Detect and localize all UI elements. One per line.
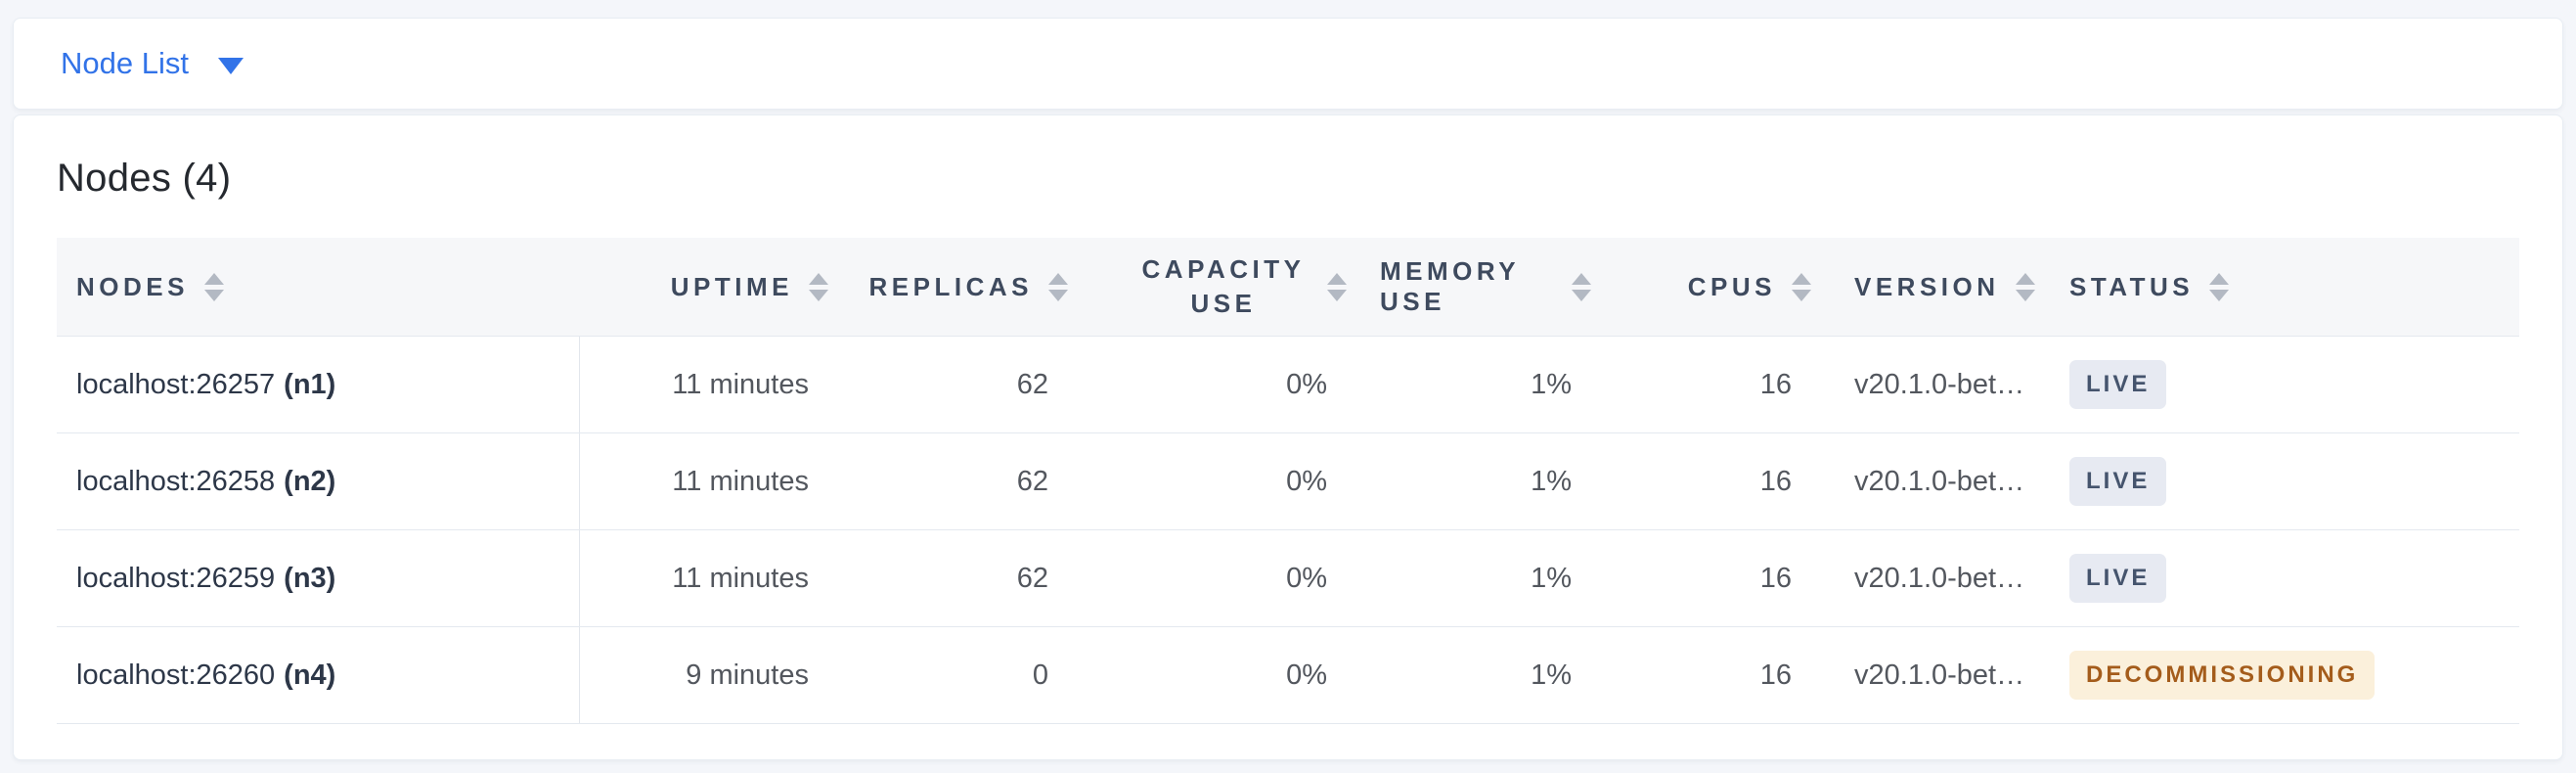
- column-header-cpus[interactable]: CPUS: [1605, 238, 1825, 336]
- sort-icon: [1572, 272, 1591, 301]
- version-cell: v20.1.0-bet…: [1854, 659, 2025, 691]
- nodes-cell[interactable]: localhost:26258 (n2): [57, 433, 580, 529]
- table-row: localhost:26260 (n4) 9 minutes 0 0% 1% 16 v20.1…: [57, 627, 2519, 724]
- column-header-label: CAPACITY USE: [1141, 253, 1306, 318]
- column-header-capacity_use[interactable]: CAPACITY USE: [1082, 238, 1360, 336]
- capacity_use-cell: 0%: [1286, 368, 1327, 400]
- status-cell: LIVE: [2050, 457, 2519, 506]
- cpus-cell: 16: [1759, 368, 1792, 400]
- sort-icon: [1048, 272, 1068, 301]
- column-header-nodes[interactable]: NODES: [57, 238, 580, 336]
- status-badge: DECOMMISSIONING: [2069, 651, 2376, 700]
- uptime-cell: 11 minutes: [672, 562, 809, 594]
- status-cell: DECOMMISSIONING: [2050, 651, 2519, 700]
- memory_use-cell: 1%: [1531, 368, 1572, 400]
- nodes-cell[interactable]: localhost:26260 (n4): [57, 627, 580, 723]
- sort-icon: [2209, 272, 2230, 301]
- replicas-cell: 62: [1016, 562, 1048, 594]
- node-id: (n1): [284, 368, 336, 400]
- table-body: localhost:26257 (n1) 11 minutes 62 0% 1% 16 v20…: [57, 337, 2519, 724]
- replicas-cell: 0: [1032, 659, 1048, 691]
- capacity_use-cell: 0%: [1286, 562, 1327, 594]
- sort-up-arrow-icon: [1327, 272, 1347, 285]
- node-address: localhost:26258: [76, 465, 276, 497]
- nodes-cell[interactable]: localhost:26259 (n3): [57, 530, 580, 626]
- node-address: localhost:26259: [76, 562, 276, 594]
- sort-down-arrow-icon: [1792, 289, 1811, 301]
- table-row: localhost:26257 (n1) 11 minutes 62 0% 1% 16 v20…: [57, 337, 2519, 433]
- sort-down-arrow-icon: [2015, 289, 2035, 301]
- cpus-cell: 16: [1759, 562, 1792, 594]
- uptime-cell: 11 minutes: [672, 465, 809, 497]
- sort-icon: [2015, 272, 2035, 301]
- page-title: Nodes (4): [57, 157, 232, 200]
- column-header-label: NODES: [76, 271, 189, 301]
- view-selector-dropdown[interactable]: Node List: [61, 46, 244, 81]
- nodes-card: Nodes (4) NODES UPTIME REPLICAS CAPACITY US…: [13, 114, 2563, 760]
- node-id: (n4): [284, 659, 336, 691]
- view-selector-label: Node List: [61, 46, 189, 80]
- column-header-memory_use[interactable]: MEMORY USE: [1360, 238, 1605, 336]
- memory_use-cell: 1%: [1531, 562, 1572, 594]
- status-badge: LIVE: [2069, 554, 2167, 603]
- uptime-cell: 9 minutes: [686, 659, 809, 691]
- node-id: (n2): [284, 465, 336, 497]
- view-selector-bar: Node List: [13, 18, 2563, 110]
- version-cell: v20.1.0-bet…: [1854, 368, 2025, 400]
- version-cell: v20.1.0-bet…: [1854, 562, 2025, 594]
- sort-down-arrow-icon: [2209, 289, 2230, 301]
- version-cell: v20.1.0-bet…: [1854, 465, 2025, 497]
- cpus-cell: 16: [1759, 659, 1792, 691]
- sort-down-arrow-icon: [809, 289, 828, 301]
- column-header-label: MEMORY USE: [1380, 256, 1520, 316]
- nodes-cell[interactable]: localhost:26257 (n1): [57, 337, 580, 432]
- sort-up-arrow-icon: [1048, 272, 1068, 285]
- replicas-cell: 62: [1016, 368, 1048, 400]
- replicas-cell: 62: [1016, 465, 1048, 497]
- status-cell: LIVE: [2050, 360, 2519, 409]
- status-badge: LIVE: [2069, 457, 2167, 506]
- sort-icon: [809, 272, 828, 301]
- sort-icon: [1327, 272, 1347, 301]
- sort-up-arrow-icon: [1572, 272, 1591, 285]
- cpus-cell: 16: [1759, 465, 1792, 497]
- status-badge: LIVE: [2069, 360, 2167, 409]
- sort-up-arrow-icon: [203, 272, 224, 285]
- sort-down-arrow-icon: [1327, 289, 1347, 301]
- table-header-row: NODES UPTIME REPLICAS CAPACITY USE MEMORY US…: [57, 238, 2519, 337]
- sort-down-arrow-icon: [203, 289, 224, 301]
- column-header-label: REPLICAS: [868, 271, 1033, 301]
- memory_use-cell: 1%: [1531, 465, 1572, 497]
- column-header-label: STATUS: [2069, 271, 2195, 301]
- node-address: localhost:26260: [76, 659, 276, 691]
- capacity_use-cell: 0%: [1286, 659, 1327, 691]
- status-cell: LIVE: [2050, 554, 2519, 603]
- column-header-replicas[interactable]: REPLICAS: [842, 238, 1082, 336]
- sort-up-arrow-icon: [809, 272, 828, 285]
- sort-down-arrow-icon: [1048, 289, 1068, 301]
- capacity_use-cell: 0%: [1286, 465, 1327, 497]
- sort-up-arrow-icon: [2015, 272, 2035, 285]
- column-header-label: CPUS: [1687, 271, 1776, 301]
- column-header-label: VERSION: [1854, 271, 2000, 301]
- sort-down-arrow-icon: [1572, 289, 1591, 301]
- table-row: localhost:26258 (n2) 11 minutes 62 0% 1% 16 v20…: [57, 433, 2519, 530]
- sort-icon: [1792, 272, 1811, 301]
- memory_use-cell: 1%: [1531, 659, 1572, 691]
- sort-up-arrow-icon: [2209, 272, 2230, 285]
- sort-up-arrow-icon: [1792, 272, 1811, 285]
- column-header-label: UPTIME: [670, 271, 793, 301]
- uptime-cell: 11 minutes: [672, 368, 809, 400]
- nodes-table: NODES UPTIME REPLICAS CAPACITY USE MEMORY US…: [57, 238, 2519, 724]
- table-row: localhost:26259 (n3) 11 minutes 62 0% 1% 16 v20…: [57, 530, 2519, 627]
- node-id: (n3): [284, 562, 336, 594]
- column-header-status[interactable]: STATUS: [2050, 238, 2519, 336]
- node-address: localhost:26257: [76, 368, 276, 400]
- column-header-uptime[interactable]: UPTIME: [580, 238, 842, 336]
- caret-down-icon: [217, 57, 244, 74]
- sort-icon: [203, 272, 224, 301]
- column-header-version[interactable]: VERSION: [1825, 238, 2050, 336]
